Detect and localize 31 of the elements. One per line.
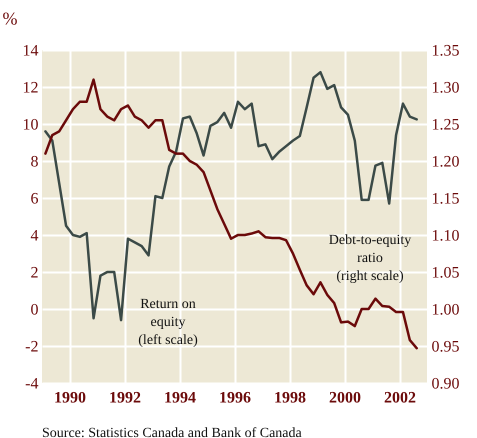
x-tick-label: 2000 xyxy=(329,390,361,406)
series-label: Return on equity (left scale) xyxy=(138,297,198,348)
y2-tick-label: 0.90 xyxy=(432,376,460,392)
y-tick-label: 2 xyxy=(30,264,38,282)
series-label: Debt-to-equity ratio (right scale) xyxy=(328,233,412,284)
x-tick-label: 2002 xyxy=(384,390,416,406)
y-tick-label: 14 xyxy=(22,42,38,60)
y2-tick-label: 1.25 xyxy=(432,116,460,134)
y-tick-label: 12 xyxy=(22,80,38,96)
y2-tick-label: 1.30 xyxy=(432,80,460,96)
x-tick-label: 1994 xyxy=(164,390,196,406)
y-tick-label: 10 xyxy=(22,116,38,134)
y2-tick-label: 1.05 xyxy=(432,264,460,282)
x-tick-label: 1990 xyxy=(54,390,86,406)
y-tick-label: -4 xyxy=(25,376,38,392)
x-tick-label: 1992 xyxy=(109,390,141,406)
y-axis-title: % xyxy=(2,8,18,28)
y-tick-label: 4 xyxy=(30,228,38,244)
y2-tick-label: 1.00 xyxy=(432,302,460,318)
y2-tick-label: 0.95 xyxy=(432,338,460,356)
y2-tick-label: 1.15 xyxy=(432,190,460,208)
y2-tick-label: 1.20 xyxy=(432,154,460,170)
source-note: Source: Statistics Canada and Bank of Canada xyxy=(42,426,302,438)
y-tick-label: 0 xyxy=(30,302,38,318)
y2-tick-label: 1.35 xyxy=(432,42,460,60)
y-tick-label: 6 xyxy=(30,190,38,208)
y2-tick-label: 1.10 xyxy=(432,228,460,244)
y-tick-label: -2 xyxy=(25,338,38,356)
x-tick-label: 1998 xyxy=(274,390,306,406)
x-tick-label: 1996 xyxy=(219,390,251,406)
y-tick-label: 8 xyxy=(30,154,38,170)
